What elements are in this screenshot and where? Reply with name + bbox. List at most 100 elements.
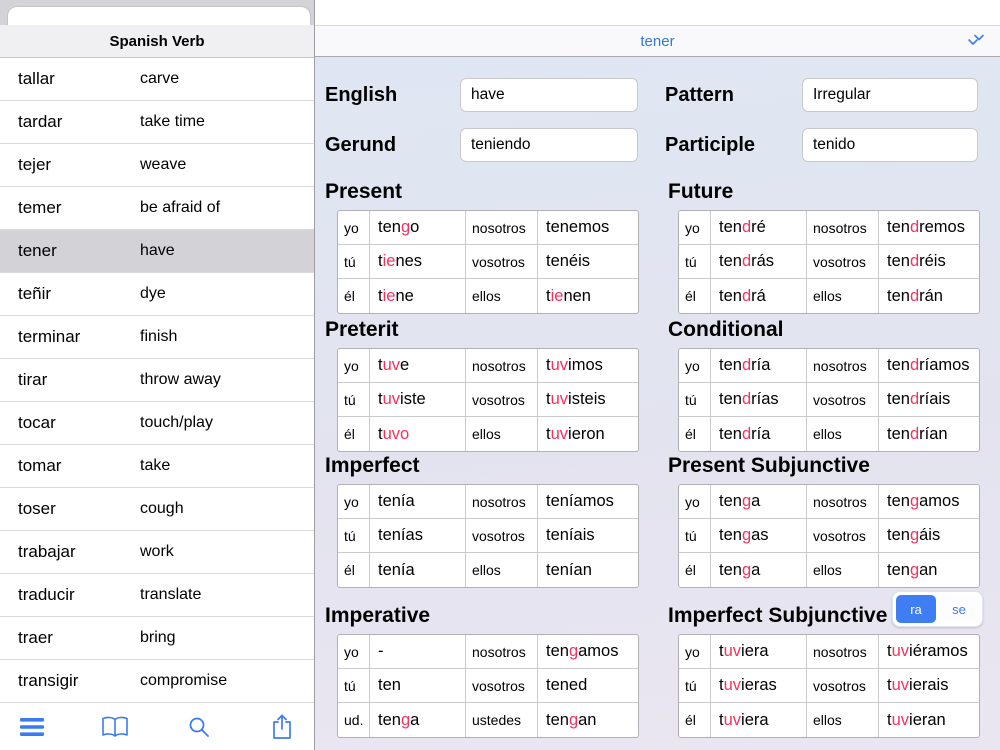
pronoun-cell: él <box>338 417 370 451</box>
pronoun-cell: nosotros <box>466 349 538 383</box>
verb-row[interactable]: temer be afraid of <box>0 187 314 230</box>
verb-row[interactable]: tomar take <box>0 445 314 488</box>
verb-english: compromise <box>140 672 228 689</box>
conjugation-panel: English Pattern Gerund Participle Presen… <box>315 57 1000 750</box>
sidebar-top <box>0 0 314 25</box>
section-imperfect-subjunctive: Imperfect Subjunctive ra se yo t uv iera nos… <box>668 591 983 738</box>
verb-row[interactable]: tejer weave <box>0 144 314 187</box>
verb-form-cell: t uvo <box>370 417 466 451</box>
double-arrow-icon <box>968 34 984 45</box>
verb-form-cell: ten <box>370 669 466 703</box>
section-future: Future yo ten d ré nosotros ten d remos tú ten d rá… <box>668 180 980 314</box>
pronoun-cell: tú <box>338 669 370 703</box>
section-title: Future <box>668 180 734 203</box>
toggle-se[interactable]: se <box>939 595 979 623</box>
search-button[interactable] <box>183 711 215 743</box>
list-button[interactable] <box>16 711 48 743</box>
share-icon <box>273 714 291 739</box>
pronoun-cell: yo <box>338 635 370 669</box>
nav-action-button[interactable] <box>966 31 986 56</box>
english-input[interactable] <box>460 78 638 112</box>
verb-form-cell: ten g as <box>711 519 807 553</box>
verb-row[interactable]: traer bring <box>0 617 314 660</box>
navbar: tener <box>315 25 1000 57</box>
pronoun-cell: yo <box>338 485 370 519</box>
verb-row[interactable]: tallar carve <box>0 58 314 101</box>
section-title: Conditional <box>668 318 784 341</box>
verb-spanish: traer <box>18 628 53 647</box>
pronoun-cell: vosotros <box>807 669 879 703</box>
verb-spanish: traducir <box>18 585 75 604</box>
verb-english: translate <box>140 586 202 603</box>
verb-form-cell: ten d réis <box>879 245 979 279</box>
verb-form-cell: t uv iera <box>711 635 807 669</box>
pronoun-cell: él <box>679 417 711 451</box>
section-title: Imperative <box>325 604 431 627</box>
verb-row[interactable]: teñir dye <box>0 273 314 316</box>
verb-form-cell: ten d ría <box>711 417 807 451</box>
pronoun-cell: nosotros <box>807 635 879 669</box>
verb-form-cell: ten d rían <box>879 417 979 451</box>
verb-form-cell: ten d rías <box>711 383 807 417</box>
verb-english: bring <box>140 629 176 646</box>
section-title: Present <box>325 180 403 203</box>
pronoun-cell: ellos <box>466 553 538 587</box>
verb-english: throw away <box>140 371 221 388</box>
verb-form-cell: ten d ría <box>711 349 807 383</box>
verb-row[interactable]: tirar throw away <box>0 359 314 402</box>
verb-form-cell: ten g amos <box>879 485 979 519</box>
pronoun-cell: ellos <box>807 553 879 587</box>
pronoun-cell: nosotros <box>466 485 538 519</box>
verb-row[interactable]: tocar touch/play <box>0 402 314 445</box>
verb-spanish: trabajar <box>18 542 76 561</box>
verb-form-cell: t ie ne <box>370 279 466 313</box>
section-title: Imperfect <box>325 454 420 477</box>
participle-input[interactable] <box>802 128 978 162</box>
present-table: yo ten g o nosotros tenemos tú t ie nes vosotros te… <box>337 210 639 314</box>
verb-form-cell: tened <box>538 669 638 703</box>
pronoun-cell: él <box>679 553 711 587</box>
pronoun-cell: ud. <box>338 703 370 737</box>
verb-row[interactable]: trabajar work <box>0 531 314 574</box>
verb-list: tallar carve tardar take time tejer weave teme… <box>0 58 314 703</box>
pronoun-cell: ellos <box>807 703 879 737</box>
verb-row[interactable]: transigir compromise <box>0 660 314 703</box>
verb-english: finish <box>140 328 178 345</box>
verb-row[interactable]: terminar finish <box>0 316 314 359</box>
verb-form-cell: - <box>370 635 466 669</box>
verb-form-cell: tenían <box>538 553 638 587</box>
search-icon <box>189 717 209 737</box>
verb-form-cell: t uv ieras <box>711 669 807 703</box>
pronoun-cell: yo <box>679 635 711 669</box>
pronoun-cell: vosotros <box>466 519 538 553</box>
verb-form-cell: t uv iera <box>711 703 807 737</box>
verb-spanish: tirar <box>18 370 48 389</box>
share-button[interactable] <box>266 711 298 743</box>
book-button[interactable] <box>99 711 131 743</box>
pattern-input[interactable] <box>802 78 978 112</box>
pronoun-cell: tú <box>679 519 711 553</box>
gerund-input[interactable] <box>460 128 638 162</box>
verb-form-cell: ten d rá <box>711 279 807 313</box>
verb-row[interactable]: tener have <box>0 230 314 273</box>
verb-row[interactable]: traducir translate <box>0 574 314 617</box>
verb-form-cell: ten g áis <box>879 519 979 553</box>
sidebar: Spanish Verb tallar carve tardar take time t… <box>0 0 315 750</box>
verb-row[interactable]: toser cough <box>0 488 314 531</box>
verb-form-cell: teníais <box>538 519 638 553</box>
verb-form-cell: t uv ierais <box>879 669 979 703</box>
ra-se-toggle: ra se <box>892 591 983 627</box>
section-title: Preterit <box>325 318 399 341</box>
verb-form-cell: t uv isteis <box>538 383 638 417</box>
verb-form-cell: ten g a <box>711 485 807 519</box>
verb-form-cell: ten g an <box>538 703 638 737</box>
english-label: English <box>325 84 398 106</box>
toggle-ra[interactable]: ra <box>896 595 936 623</box>
pronoun-cell: él <box>679 279 711 313</box>
verb-form-cell: t ie nes <box>370 245 466 279</box>
pronoun-cell: vosotros <box>807 245 879 279</box>
imperative-table: yo - nosotros ten g amos tú ten vosotros tened ud.… <box>337 634 639 738</box>
pronoun-cell: él <box>338 553 370 587</box>
verb-row[interactable]: tardar take time <box>0 101 314 144</box>
present-subjunctive-table: yo ten g a nosotros ten g amos tú ten g as vosotros t… <box>678 484 980 588</box>
